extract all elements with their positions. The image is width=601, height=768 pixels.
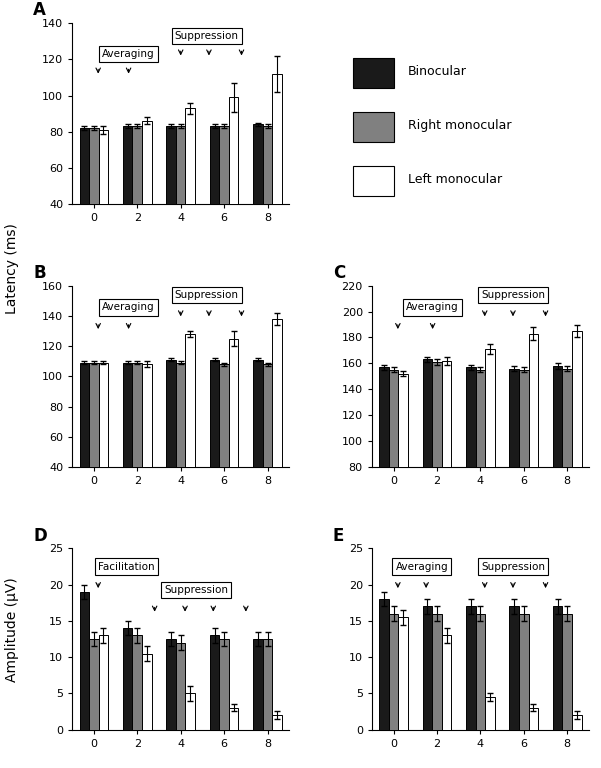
Bar (353, 58, 394, 88)
Bar (229, 708, 239, 730)
Bar (123, 362, 132, 528)
Bar (485, 697, 495, 730)
Bar (529, 333, 538, 571)
Bar (89, 362, 99, 528)
Bar (166, 126, 176, 276)
Bar (475, 370, 485, 571)
Bar (142, 364, 151, 528)
Bar (442, 635, 451, 730)
Bar (398, 617, 408, 730)
Bar (423, 607, 432, 730)
Text: Averaging: Averaging (395, 561, 448, 571)
Bar (210, 635, 219, 730)
Bar (89, 639, 99, 730)
Bar (253, 124, 263, 276)
Bar (186, 694, 195, 730)
Bar (398, 374, 408, 571)
Bar (519, 614, 529, 730)
Bar (186, 108, 195, 276)
Bar (219, 639, 229, 730)
Bar (466, 367, 475, 571)
Bar (176, 126, 186, 276)
Text: Averaging: Averaging (102, 49, 155, 59)
Text: Suppression: Suppression (481, 290, 545, 300)
Bar (79, 592, 89, 730)
Text: Right monocular: Right monocular (408, 119, 511, 132)
Bar (79, 362, 89, 528)
Bar (423, 359, 432, 571)
Bar (353, 166, 394, 197)
Text: B: B (33, 264, 46, 282)
Bar (263, 126, 272, 276)
Bar (219, 126, 229, 276)
Text: Suppression: Suppression (164, 585, 228, 595)
Bar (572, 715, 582, 730)
Text: Suppression: Suppression (481, 561, 545, 571)
Bar (519, 370, 529, 571)
Bar (510, 369, 519, 571)
Bar (379, 367, 389, 571)
Bar (132, 126, 142, 276)
Bar (210, 359, 219, 528)
Bar (253, 359, 263, 528)
Bar (123, 628, 132, 730)
Text: Amplitude (μV): Amplitude (μV) (5, 578, 19, 682)
Bar (379, 599, 389, 730)
Bar (132, 635, 142, 730)
Text: Averaging: Averaging (406, 303, 459, 313)
Bar (99, 362, 108, 528)
Bar (353, 112, 394, 142)
Text: E: E (333, 527, 344, 545)
Bar (442, 361, 451, 571)
Bar (475, 614, 485, 730)
Text: Suppression: Suppression (175, 31, 239, 41)
Bar (510, 607, 519, 730)
Bar (229, 339, 239, 528)
Bar (263, 364, 272, 528)
Bar (99, 130, 108, 276)
Bar (79, 128, 89, 276)
Bar (123, 126, 132, 276)
Text: D: D (33, 527, 47, 545)
Bar (432, 614, 442, 730)
Bar (210, 126, 219, 276)
Bar (466, 607, 475, 730)
Bar (229, 98, 239, 276)
Bar (132, 362, 142, 528)
Bar (389, 614, 398, 730)
Bar (432, 362, 442, 571)
Bar (219, 364, 229, 528)
Bar (563, 614, 572, 730)
Text: A: A (33, 2, 46, 19)
Bar (166, 639, 176, 730)
Bar (272, 715, 282, 730)
Bar (89, 128, 99, 276)
Bar (272, 74, 282, 276)
Text: Averaging: Averaging (102, 303, 155, 313)
Bar (142, 654, 151, 730)
Bar (253, 639, 263, 730)
Bar (186, 334, 195, 528)
Bar (99, 635, 108, 730)
Bar (485, 349, 495, 571)
Bar (263, 639, 272, 730)
Bar (553, 366, 563, 571)
Bar (176, 362, 186, 528)
Bar (389, 370, 398, 571)
Bar (563, 369, 572, 571)
Bar (176, 643, 186, 730)
Text: Suppression: Suppression (175, 290, 239, 300)
Text: Latency (ms): Latency (ms) (5, 223, 19, 314)
Text: C: C (333, 264, 345, 282)
Bar (572, 331, 582, 571)
Bar (553, 607, 563, 730)
Bar (142, 121, 151, 276)
Text: Left monocular: Left monocular (408, 173, 502, 186)
Text: Binocular: Binocular (408, 65, 467, 78)
Bar (529, 708, 538, 730)
Bar (272, 319, 282, 528)
Bar (166, 359, 176, 528)
Text: Facilitation: Facilitation (98, 561, 154, 571)
